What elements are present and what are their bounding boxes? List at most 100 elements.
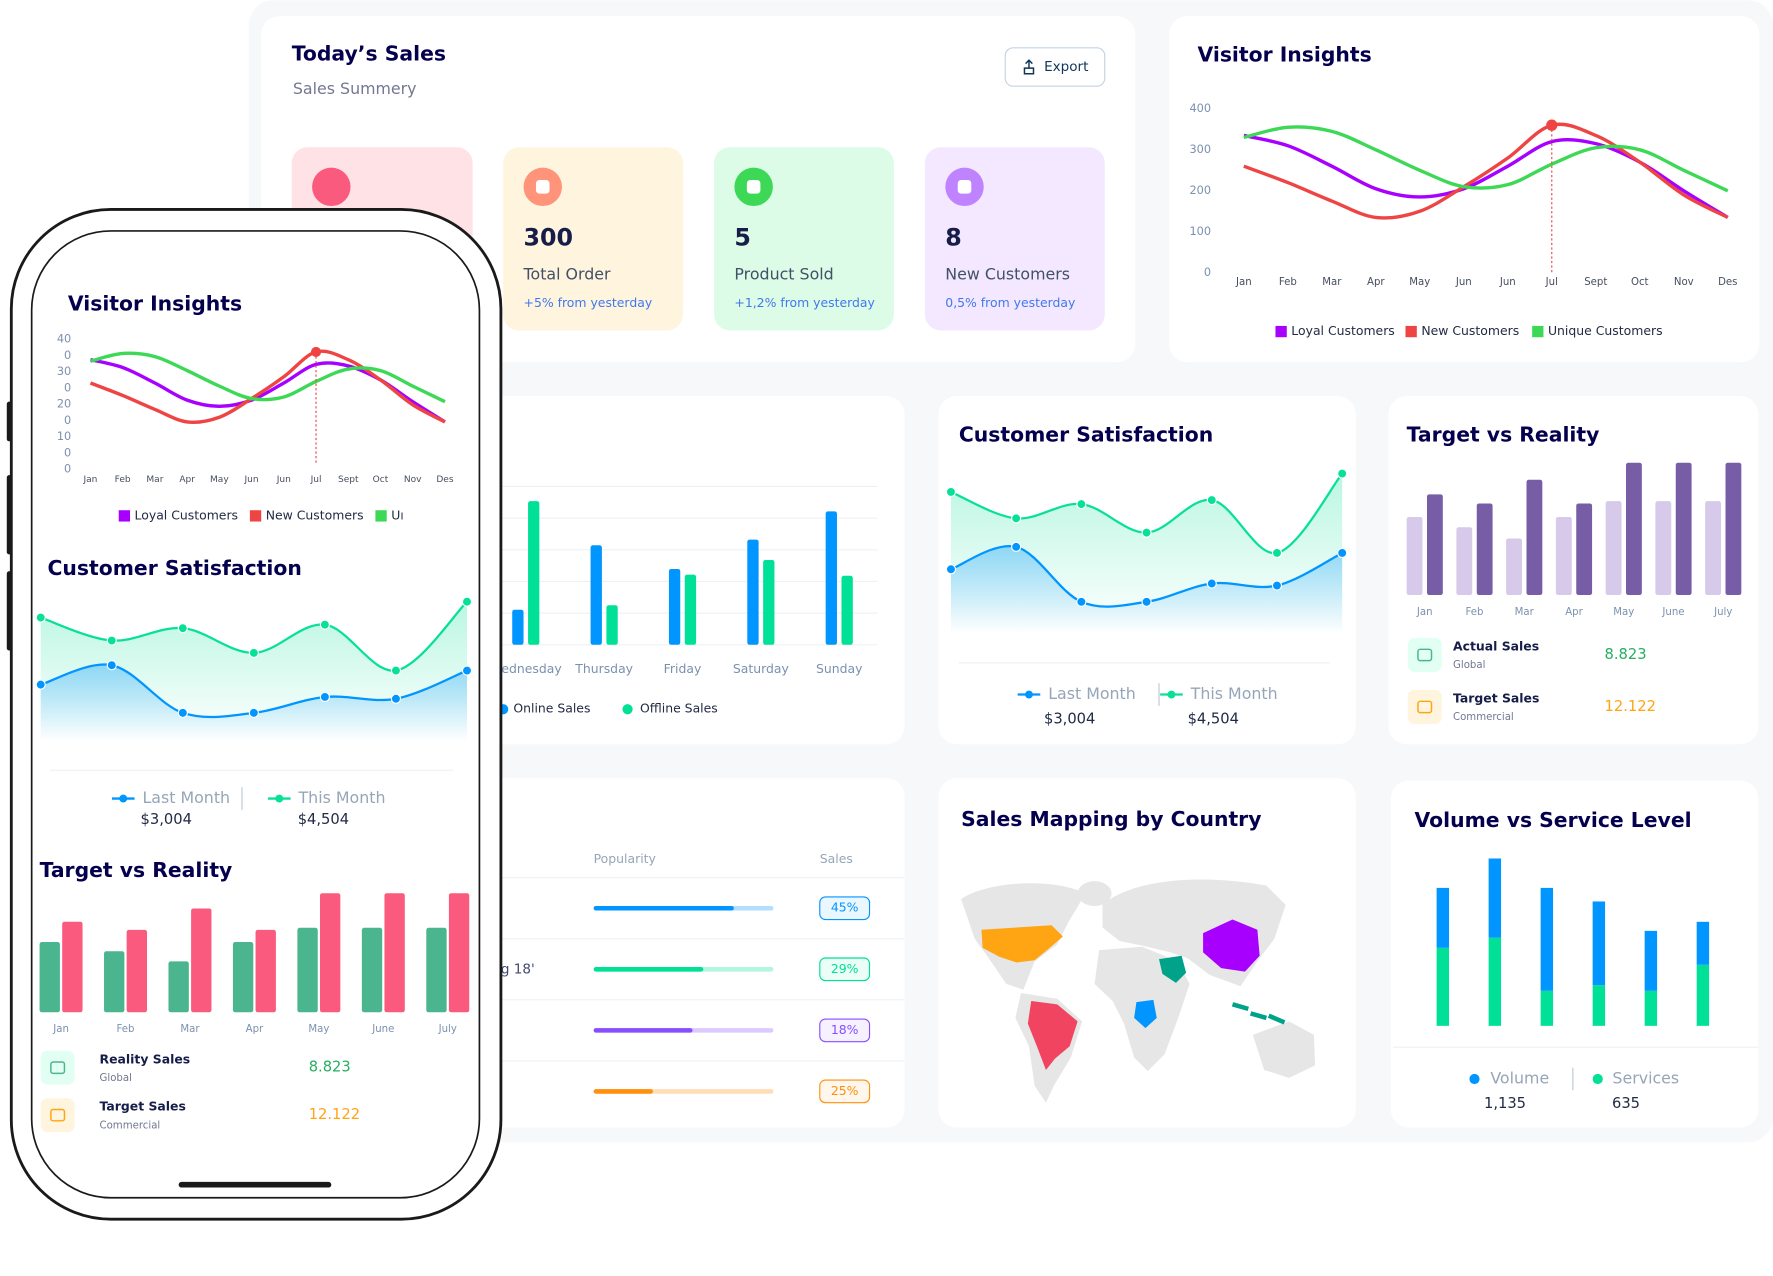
point	[106, 635, 117, 646]
card-title: Sales Mapping by Country	[961, 807, 1261, 831]
x-tick-label: Saturday	[733, 661, 789, 676]
legend-label: Unique Customers	[1548, 323, 1663, 338]
legend-label: Actual Sales	[1453, 639, 1539, 654]
legend-label: Online Sales	[513, 701, 590, 716]
x-tick-label: Mar	[1515, 607, 1535, 618]
x-tick-label: Nov	[404, 475, 422, 485]
bar	[62, 921, 83, 1013]
area-fill	[40, 664, 467, 741]
phone-content: Visitor Insights 40 0 30 0 20 0 10 0 0 Jan Feb Mar Ap…	[35, 291, 506, 1133]
bar	[319, 893, 341, 1013]
card-title: Target vs Reality	[40, 858, 233, 882]
legend-label: New Customers	[1421, 323, 1519, 338]
product-name: g 18'	[501, 961, 535, 977]
continent	[1077, 881, 1112, 906]
bar	[191, 908, 212, 1013]
legend-icon-glyph	[50, 1061, 66, 1075]
area-fill	[950, 546, 1343, 634]
progress-bar	[593, 905, 734, 911]
series-line	[90, 351, 446, 404]
point	[1206, 494, 1217, 506]
bar	[232, 942, 254, 1013]
column-header: Sales	[820, 851, 853, 866]
bar	[606, 605, 618, 645]
legend-icon	[40, 1098, 75, 1133]
sales-label: 25%	[831, 1083, 859, 1098]
x-tick-label: Apr	[1565, 607, 1583, 618]
bar	[1555, 517, 1572, 596]
card-title: Target vs Reality	[1407, 423, 1600, 447]
bar-segment	[1488, 937, 1502, 1026]
y-tick-label: 0	[64, 414, 71, 427]
legend-total: $3,004	[141, 811, 192, 828]
sales-label: 18%	[831, 1022, 859, 1037]
legend-sub: Global	[100, 1073, 132, 1084]
legend-swatch	[1405, 325, 1417, 338]
country	[1134, 999, 1157, 1029]
legend-icon-glyph	[1417, 648, 1433, 662]
legend-total: $4,504	[298, 811, 349, 828]
x-tick-label: Jun	[1499, 277, 1516, 288]
stat-change: 0,5% from yesterday	[945, 295, 1075, 310]
stat-icon-glyph	[957, 180, 972, 194]
point	[106, 660, 117, 671]
bar	[1526, 479, 1543, 596]
point	[248, 707, 259, 718]
point	[461, 596, 473, 607]
bar	[126, 929, 147, 1013]
point	[1337, 468, 1348, 479]
legend-dot	[622, 704, 633, 715]
home-indicator	[178, 1181, 332, 1188]
sales-badge	[819, 957, 871, 982]
legend-swatch	[375, 510, 387, 522]
series-line	[1243, 122, 1729, 220]
stat-value: 300	[524, 223, 574, 251]
country	[1203, 919, 1260, 972]
bar-segment	[1592, 985, 1606, 1026]
export-label[interactable]: Export	[1044, 59, 1088, 75]
bar	[361, 927, 383, 1013]
x-tick-label: Feb	[115, 475, 131, 485]
legend-label: Unique Customers	[391, 507, 506, 522]
x-tick-label: Jan	[52, 1024, 69, 1035]
stat-label: New Customers	[945, 265, 1070, 284]
x-tick-label: May	[1613, 607, 1634, 618]
legend-sub: Commercial	[100, 1120, 161, 1131]
card	[1390, 780, 1759, 1128]
x-tick-label: Apr	[179, 475, 195, 485]
card-title: Customer Satisfaction	[47, 556, 301, 580]
x-tick-label: Thursday	[574, 661, 633, 676]
x-tick-label: Jul	[310, 475, 322, 485]
y-tick-label: 20	[57, 398, 71, 411]
legend-label: Last Month	[1048, 684, 1136, 703]
point	[1141, 527, 1152, 538]
export-button[interactable]	[1004, 47, 1106, 87]
bar	[168, 961, 189, 1013]
legend-icon	[1407, 690, 1442, 724]
export-icon	[1023, 59, 1035, 75]
legend-total: $4,504	[1188, 710, 1239, 727]
legend-dot	[119, 794, 128, 803]
point	[177, 707, 188, 718]
bar-segment	[1696, 921, 1710, 965]
y-tick-label: 0	[64, 463, 71, 476]
x-tick-label: Mar	[146, 475, 163, 485]
x-tick-label: July	[438, 1024, 457, 1035]
point	[1141, 596, 1152, 607]
stat-value: 5	[734, 223, 751, 251]
x-tick-label: June	[371, 1024, 394, 1035]
x-tick-label: Mar	[180, 1024, 200, 1035]
point	[945, 564, 957, 575]
country	[1159, 955, 1187, 983]
point	[35, 679, 46, 690]
bar	[104, 951, 125, 1013]
bar-segment	[1540, 990, 1554, 1026]
x-tick-label: May	[308, 1024, 329, 1035]
bar	[1426, 494, 1443, 596]
stat-label: Product Sold	[734, 265, 833, 284]
legend-dot	[1025, 690, 1033, 699]
legend-label: Target Sales	[1453, 691, 1539, 706]
point	[1337, 547, 1348, 559]
legend-total: 1,135	[1484, 1095, 1526, 1112]
